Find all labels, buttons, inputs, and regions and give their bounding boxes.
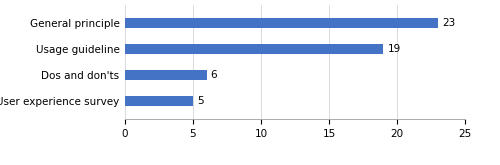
Text: 5: 5: [197, 96, 203, 106]
Text: 6: 6: [210, 70, 218, 80]
Text: 19: 19: [388, 44, 400, 54]
Bar: [125, 18, 438, 28]
Text: 23: 23: [442, 18, 455, 28]
Bar: [125, 70, 206, 80]
Bar: [125, 96, 193, 106]
Bar: [125, 44, 384, 54]
